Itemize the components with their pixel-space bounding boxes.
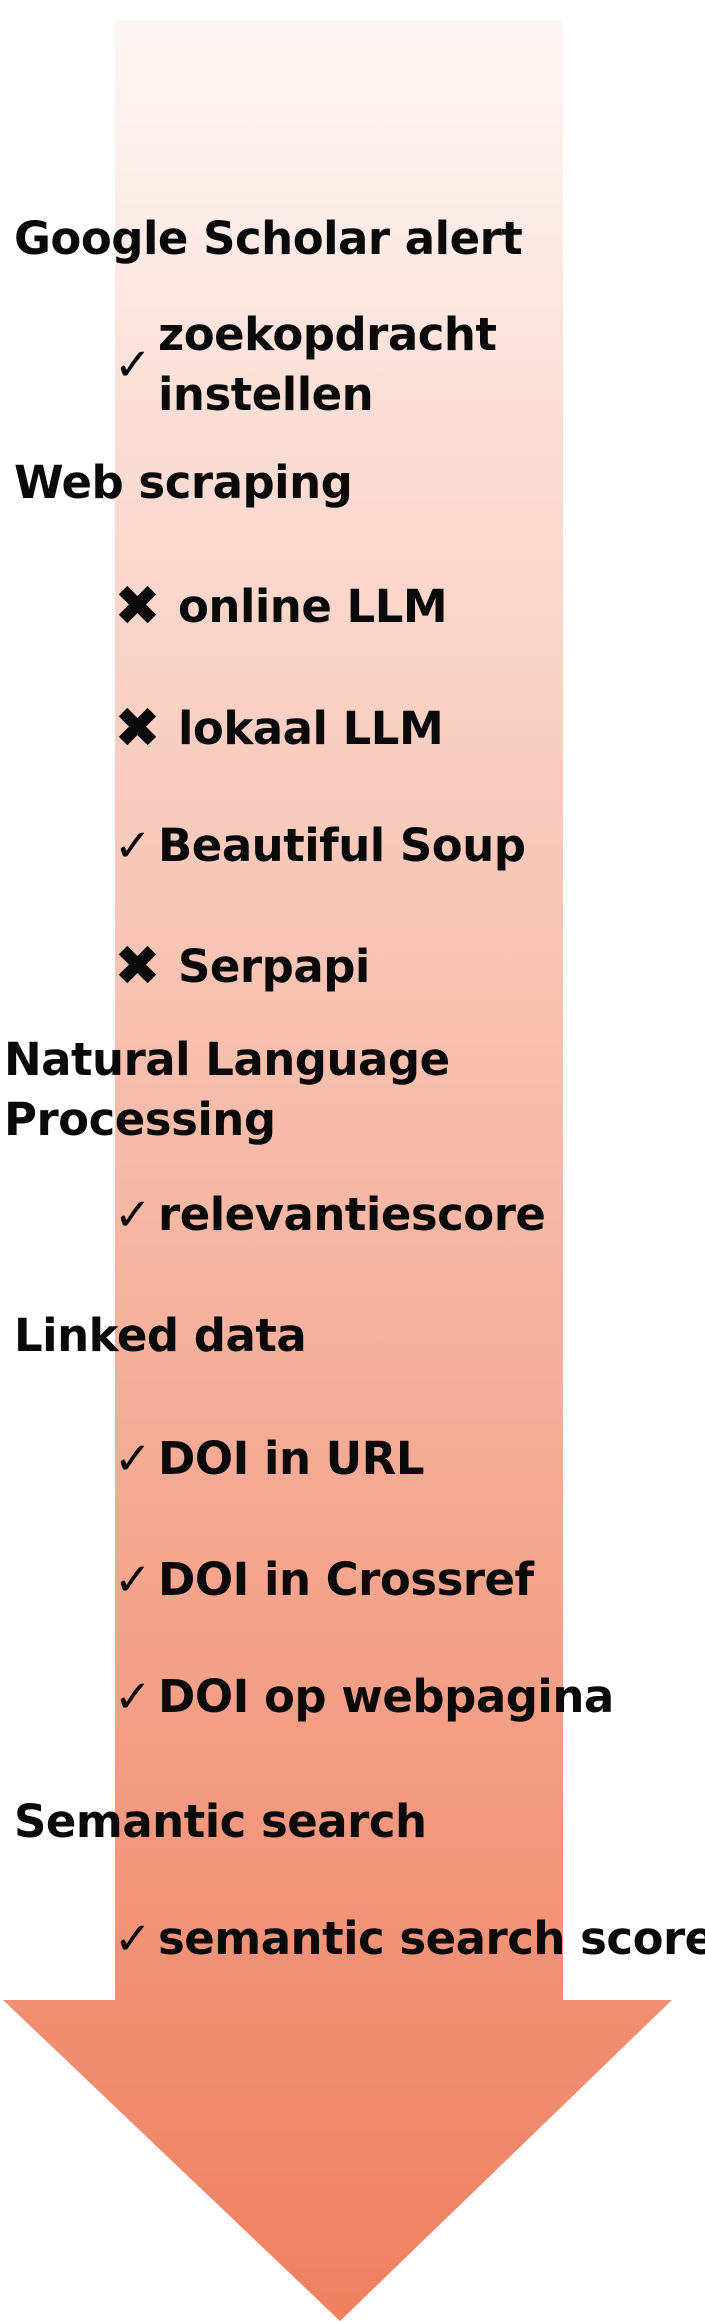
item-label: Serpapi	[178, 940, 370, 993]
check-icon: ✓	[114, 1432, 152, 1485]
cross-icon: ✖	[114, 696, 161, 761]
item-label: Beautiful Soup	[158, 819, 526, 872]
list-item-semantic-search-scorel: ✓ semantic search scorel	[114, 1910, 705, 1968]
section-heading-google-scholar-alert: Google Scholar alert	[14, 212, 523, 265]
item-label: relevantiescore	[158, 1188, 546, 1241]
list-item-doi-op-webpagina: ✓ DOI op webpagina	[114, 1668, 614, 1726]
section-heading-natural-language-processing: Natural Language Processing	[4, 1033, 450, 1146]
list-item-zoekopdracht-instellen: ✓ zoekopdracht instellen	[114, 305, 618, 425]
list-item-relevantiescore: ✓ relevantiescore	[114, 1186, 546, 1244]
arrow-shape	[3, 20, 672, 2321]
check-icon: ✓	[114, 1188, 152, 1241]
check-icon: ✓	[114, 1670, 152, 1723]
list-item-lokaal-llm: ✖ lokaal LLM	[114, 696, 444, 761]
check-icon: ✓	[114, 819, 152, 872]
item-label: DOI in Crossref	[158, 1553, 534, 1606]
list-item-doi-in-url: ✓ DOI in URL	[114, 1430, 425, 1488]
check-icon: ✓	[114, 338, 152, 391]
item-label: DOI in URL	[158, 1432, 425, 1485]
cross-icon: ✖	[114, 574, 161, 639]
list-item-beautiful-soup: ✓ Beautiful Soup	[114, 817, 526, 875]
list-item-serpapi: ✖ Serpapi	[114, 938, 370, 996]
item-label: semantic search scorel	[158, 1912, 705, 1965]
cross-icon: ✖	[114, 934, 161, 999]
item-label: DOI op webpagina	[158, 1670, 614, 1723]
section-heading-semantic-search: Semantic search	[14, 1795, 427, 1848]
section-heading-web-scraping: Web scraping	[14, 456, 353, 509]
check-icon: ✓	[114, 1553, 152, 1606]
check-icon: ✓	[114, 1912, 152, 1965]
section-heading-linked-data: Linked data	[14, 1309, 307, 1362]
list-item-online-llm: ✖ online LLM	[114, 574, 448, 639]
item-label: online LLM	[178, 580, 448, 633]
item-label: lokaal LLM	[178, 702, 444, 755]
item-label: zoekopdracht instellen	[158, 308, 497, 421]
list-item-doi-in-crossref: ✓ DOI in Crossref	[114, 1551, 534, 1609]
